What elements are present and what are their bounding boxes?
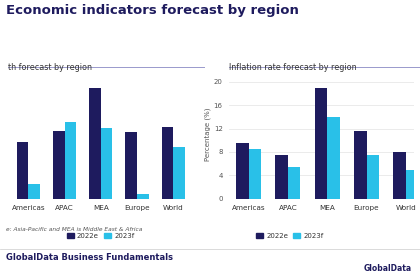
Bar [249,149,261,199]
Bar [315,88,327,199]
Text: th forecast by region: th forecast by region [8,63,92,72]
Bar [89,88,101,199]
Bar [288,167,300,199]
Bar [393,152,406,199]
Text: Economic indicators forecast by region: Economic indicators forecast by region [6,4,299,17]
Bar [53,131,65,199]
Text: Inflation rate forecast by region: Inflation rate forecast by region [229,63,357,72]
Bar [173,147,185,199]
Bar [236,143,249,199]
Bar [65,122,76,199]
Text: GlobalData Business Fundamentals: GlobalData Business Fundamentals [6,253,173,262]
Bar [101,128,113,199]
Bar [354,132,367,199]
Text: GlobalData: GlobalData [363,264,412,273]
Bar [17,142,29,199]
Bar [29,184,40,199]
Bar [327,117,340,199]
Y-axis label: Percentage (%): Percentage (%) [205,108,211,161]
Legend: 2022e, 2023f: 2022e, 2023f [64,230,137,242]
Text: e: Asia-Pacific and MEA is Middle East & Africa: e: Asia-Pacific and MEA is Middle East &… [6,227,143,232]
Bar [275,155,288,199]
Legend: 2022e, 2023f: 2022e, 2023f [254,230,326,242]
Bar [406,169,418,199]
Bar [162,127,173,199]
Bar [137,194,149,199]
Bar [367,155,379,199]
Bar [126,132,137,199]
